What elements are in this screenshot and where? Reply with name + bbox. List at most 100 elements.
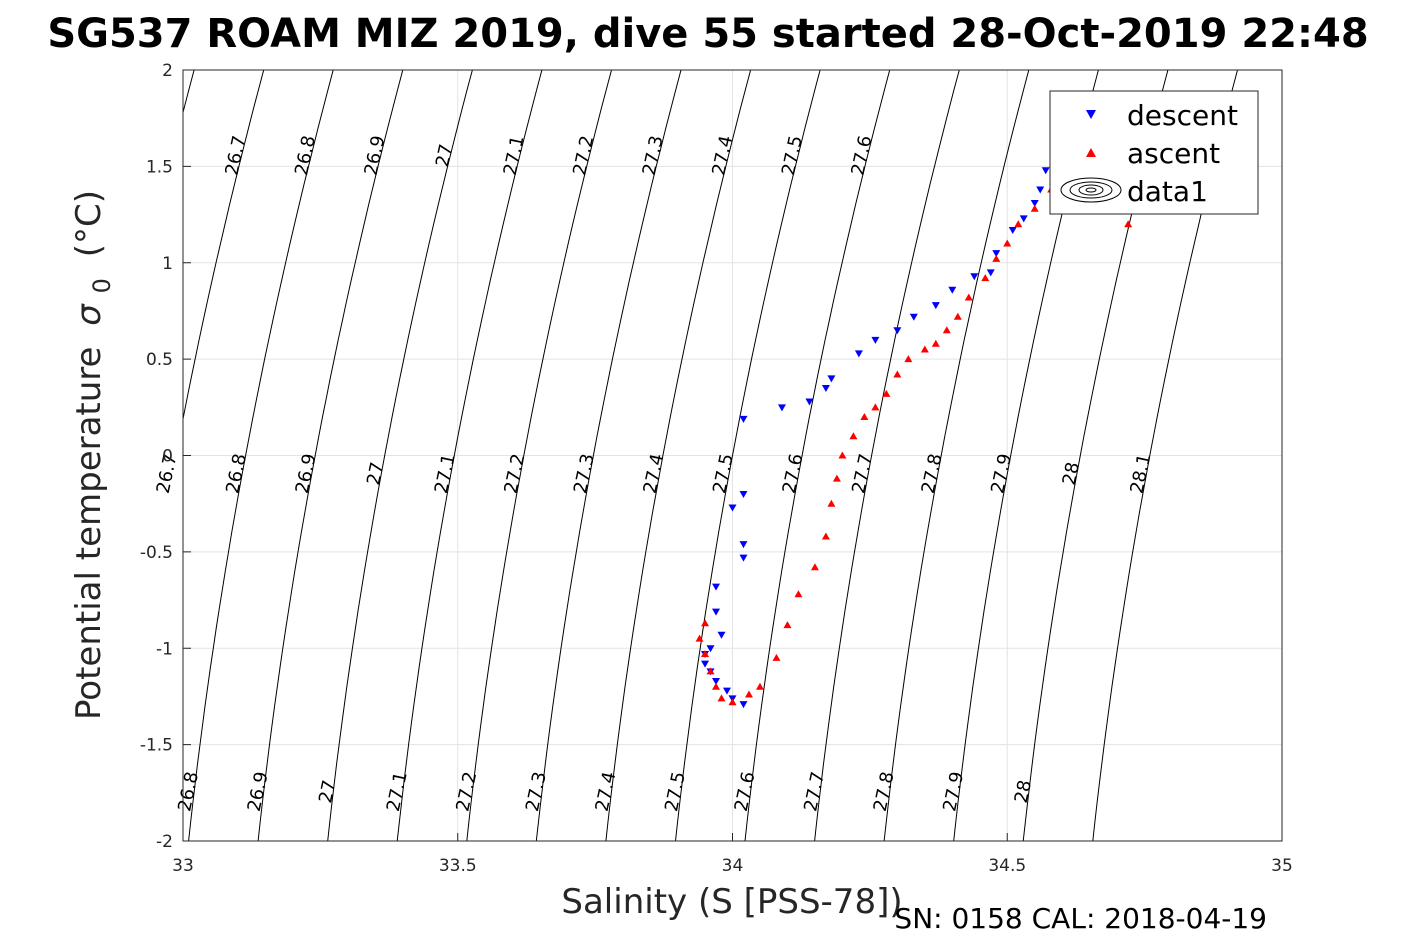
x-tick-label: 34	[722, 856, 744, 876]
ascent-point	[706, 667, 715, 675]
ascent-point	[821, 532, 830, 540]
descent-point	[871, 336, 880, 344]
isopycnal-label: 28	[1059, 460, 1084, 487]
ascent-point	[893, 370, 902, 378]
ascent-point	[695, 634, 704, 642]
ascent-point	[981, 274, 990, 282]
y-tick-label: 2	[162, 61, 173, 81]
y-tick-label: -1.5	[140, 736, 173, 756]
ascent-point	[1030, 204, 1039, 212]
isopycnal-line	[535, 70, 682, 841]
descent-point	[777, 404, 786, 412]
descent-point	[1041, 167, 1050, 175]
isopycnal-line	[883, 70, 1030, 841]
legend-descent-marker	[1086, 110, 1096, 119]
ascent-point	[728, 698, 737, 706]
ascent-point	[964, 293, 973, 301]
ascent-point	[953, 312, 962, 320]
descent-point	[1036, 186, 1045, 194]
descent-point	[1030, 199, 1039, 207]
descent-point	[821, 385, 830, 393]
descent-point	[723, 687, 732, 695]
ascent-point	[1124, 220, 1133, 228]
ascent-point	[838, 451, 847, 459]
x-tick-label: 33.5	[439, 856, 477, 876]
ascent-point	[827, 499, 836, 507]
descent-point	[1019, 215, 1028, 223]
isopycnal-line	[396, 70, 543, 841]
isopycnal-line	[257, 70, 404, 841]
y-axis-label: Potential temperature σ 0 (°C)	[69, 190, 119, 720]
descent-point	[970, 273, 979, 281]
y-tick-label: 1	[162, 254, 173, 274]
descent-point	[712, 608, 721, 616]
ascent-point	[931, 339, 940, 347]
descent-point	[739, 541, 748, 549]
ascent-point	[942, 326, 951, 334]
y-tick-label: 0.5	[146, 350, 173, 370]
ascent-point	[1014, 220, 1023, 228]
ascent-point	[701, 650, 710, 658]
descent-point	[992, 250, 1001, 258]
ascent-point	[882, 389, 891, 397]
x-tick-label: 35	[1271, 856, 1293, 876]
ascent-point	[755, 682, 764, 690]
descent-point	[948, 286, 957, 294]
ascent-point	[832, 474, 841, 482]
legend: descent ascent data1	[1049, 90, 1259, 215]
ascent-point	[1003, 239, 1012, 247]
isopycnal-label: 28	[1011, 778, 1036, 805]
isopycnal-label: 27	[432, 142, 457, 169]
y-axis-label-symbol: σ	[69, 303, 109, 326]
descent-point	[986, 269, 995, 277]
descent-point	[706, 645, 715, 653]
y-tick-label: 1.5	[146, 157, 173, 177]
ascent-point	[712, 682, 721, 690]
descent-point	[909, 313, 918, 321]
y-axis-label-subscript: 0	[88, 278, 116, 293]
svg-text:Potential temperature σ: Potential temperature σ 0 (°C)	[69, 190, 119, 720]
x-tick-label: 34.5	[988, 856, 1026, 876]
isopycnal-line	[466, 70, 612, 841]
descent-point	[1008, 226, 1017, 234]
descent-point	[739, 415, 748, 423]
y-tick-label: -1	[156, 639, 173, 659]
legend-ascent-label: ascent	[1127, 137, 1220, 170]
isopycnal-label: 27	[363, 460, 388, 487]
axis-ticks: 33 33.5 34 34.5 35 -2 -1.5 -1 -0.5 0 0.5 1 1.5 2	[140, 61, 1293, 876]
ascent-point	[871, 403, 880, 411]
ascent-point	[904, 355, 913, 363]
ascent-point	[701, 619, 710, 627]
ascent-point	[920, 345, 929, 353]
descent-point	[805, 398, 814, 406]
x-axis-label: Salinity (S [PSS-78])	[561, 882, 902, 922]
legend-data1-label: data1	[1127, 175, 1208, 208]
descent-point	[728, 504, 737, 512]
chart-title: SG537 ROAM MIZ 2019, dive 55 started 28-…	[47, 11, 1368, 57]
descent-point	[701, 660, 710, 668]
ascent-point	[849, 432, 858, 440]
isopycnal-label: 27	[315, 778, 340, 805]
isopycnal-line	[675, 70, 821, 841]
descent-point	[739, 701, 748, 709]
x-tick-label: 33	[172, 856, 194, 876]
isopycnal-line	[183, 70, 265, 422]
isopycnal-line	[327, 70, 473, 841]
descent-point	[739, 554, 748, 562]
ascent-point	[717, 694, 726, 702]
isopycnal-line	[744, 70, 891, 841]
calibration-footer: SN: 0158 CAL: 2018-04-19	[894, 902, 1267, 935]
legend-box	[1049, 90, 1259, 215]
y-tick-label: 0	[162, 447, 173, 467]
descent-point	[931, 302, 940, 310]
descent-point	[854, 350, 863, 358]
y-tick-label: -0.5	[140, 543, 173, 563]
ascent-point	[810, 563, 819, 571]
descent-point	[893, 327, 902, 335]
legend-ascent-marker	[1086, 148, 1096, 157]
ascent-point	[744, 690, 753, 698]
descent-point	[827, 375, 836, 383]
y-tick-label: -2	[156, 832, 173, 852]
ascent-point	[783, 621, 792, 629]
